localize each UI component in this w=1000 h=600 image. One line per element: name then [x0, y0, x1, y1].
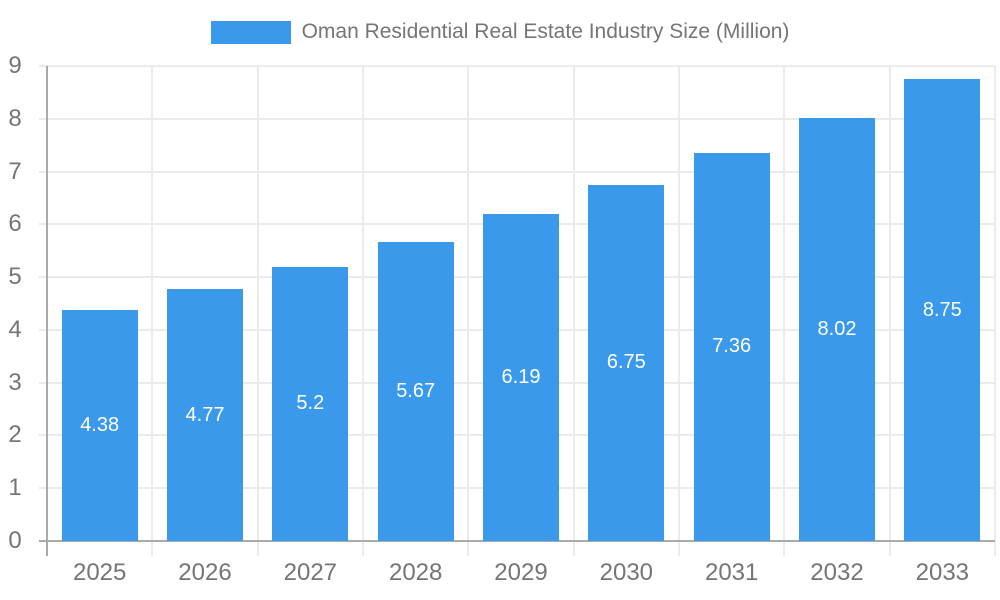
y-axis-label-6: 6 — [8, 210, 22, 238]
legend-label: Oman Residential Real Estate Industry Si… — [301, 20, 790, 43]
y-axis-label-0: 0 — [8, 527, 22, 554]
gridline-y-7 — [39, 170, 995, 173]
bar-2027[interactable]: 5.2 — [272, 266, 349, 541]
gridline-x-4 — [467, 66, 470, 556]
bar-value-label: 6.19 — [501, 366, 541, 389]
y-axis-label-4: 4 — [8, 315, 22, 343]
x-axis-label-2025: 2025 — [72, 559, 127, 586]
legend-swatch — [210, 20, 291, 44]
chart-legend: Oman Residential Real Estate Industry Si… — [0, 19, 1000, 45]
x-axis-label-2029: 2029 — [494, 559, 548, 586]
y-axis-label-5: 5 — [8, 263, 22, 291]
gridline-x-3 — [362, 66, 364, 556]
bar-2032[interactable]: 8.02 — [799, 117, 875, 541]
x-axis-label-2030: 2030 — [599, 559, 654, 586]
bar-value-label: 6.75 — [606, 351, 646, 374]
gridline-x-8 — [888, 66, 891, 556]
x-axis-line — [39, 540, 995, 542]
bar-2026[interactable]: 4.77 — [167, 289, 243, 541]
x-axis-label-2028: 2028 — [388, 559, 443, 586]
gridline-y-8 — [39, 117, 995, 120]
gridline-x-9 — [994, 66, 996, 556]
y-axis-label-7: 7 — [8, 157, 22, 185]
gridline-x-1 — [151, 66, 154, 556]
bar-2033[interactable]: 8.75 — [904, 79, 981, 541]
bar-value-label: 8.75 — [922, 298, 962, 321]
x-axis-label-2026: 2026 — [178, 559, 232, 586]
gridline-x-2 — [256, 66, 259, 556]
gridline-x-7 — [783, 66, 786, 556]
gridline-y-9 — [39, 65, 995, 67]
bar-value-label: 5.2 — [296, 392, 325, 415]
x-axis-label-2033: 2033 — [915, 559, 970, 586]
bar-value-label: 4.38 — [80, 413, 120, 436]
y-axis-label-1: 1 — [8, 474, 22, 502]
bar-value-label: 5.67 — [396, 379, 436, 402]
gridline-x-5 — [572, 66, 575, 556]
bar-value-label: 8.02 — [817, 317, 857, 340]
bar-2028[interactable]: 5.67 — [377, 241, 454, 541]
bar-value-label: 4.77 — [185, 403, 225, 426]
gridline-x-6 — [678, 66, 680, 556]
bar-2031[interactable]: 7.36 — [693, 152, 770, 541]
y-axis-label-3: 3 — [8, 368, 22, 396]
y-axis-label-9: 9 — [8, 52, 22, 79]
x-axis-label-2032: 2032 — [810, 559, 864, 586]
bar-2029[interactable]: 6.19 — [483, 214, 559, 541]
bar-2030[interactable]: 6.75 — [588, 184, 665, 541]
y-axis-label-8: 8 — [8, 104, 22, 132]
bar-value-label: 7.36 — [712, 335, 752, 358]
y-axis-label-2: 2 — [8, 421, 22, 449]
x-axis-label-2027: 2027 — [283, 559, 338, 586]
y-axis-line — [46, 66, 48, 556]
x-axis-label-2031: 2031 — [704, 559, 759, 586]
bar-2025[interactable]: 4.38 — [61, 309, 138, 541]
